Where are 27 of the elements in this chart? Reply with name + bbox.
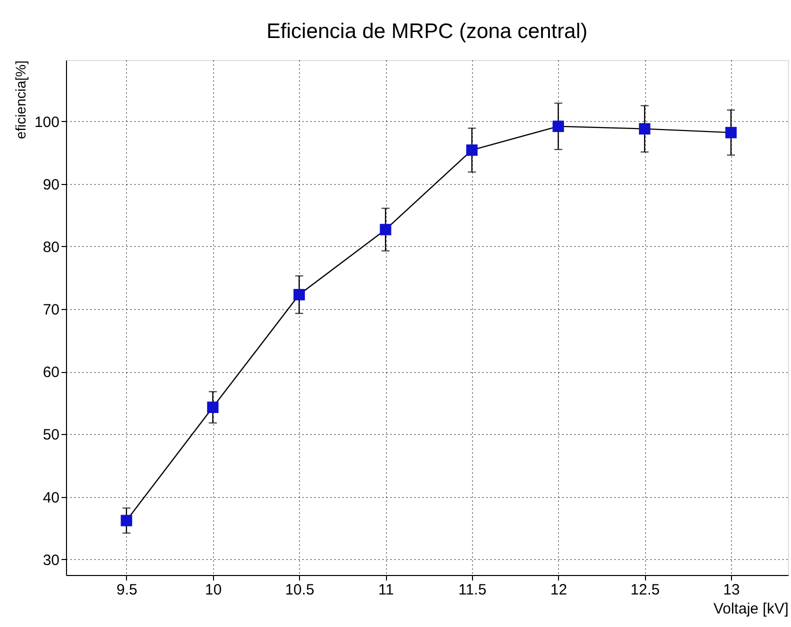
y-tick-label: 100 [34,114,60,131]
point [380,224,392,236]
chart-title: Eficiencia de MRPC (zona central) [266,20,588,43]
point [552,120,564,132]
y-tick-label: 90 [42,176,60,194]
y-tick-label: 80 [42,238,60,256]
x-tick-label: 10.5 [285,582,314,598]
y-tick-label: 50 [42,426,60,444]
x-tick-label: 12 [550,582,568,598]
x-tick-label: 12.5 [630,582,660,598]
y-tick-label: 40 [42,489,60,506]
point [725,126,737,138]
point [638,123,650,135]
x-tick-label: 13 [723,582,740,598]
point [207,402,219,413]
y-tick-label: 30 [42,552,60,569]
x-tick-label: 10 [204,582,222,598]
y-tick-label: 70 [42,302,60,319]
x-axis-title: Voltaje [kV] [713,600,788,618]
y-tick-label: 60 [42,364,60,382]
point [293,288,305,300]
x-tick-label: 11 [378,582,394,598]
point [466,144,478,156]
y-axis-title: eficiencia[%] [12,60,28,140]
point [120,514,132,526]
x-tick-label: 11.5 [458,582,486,598]
x-tick-label: 9.5 [116,582,138,598]
